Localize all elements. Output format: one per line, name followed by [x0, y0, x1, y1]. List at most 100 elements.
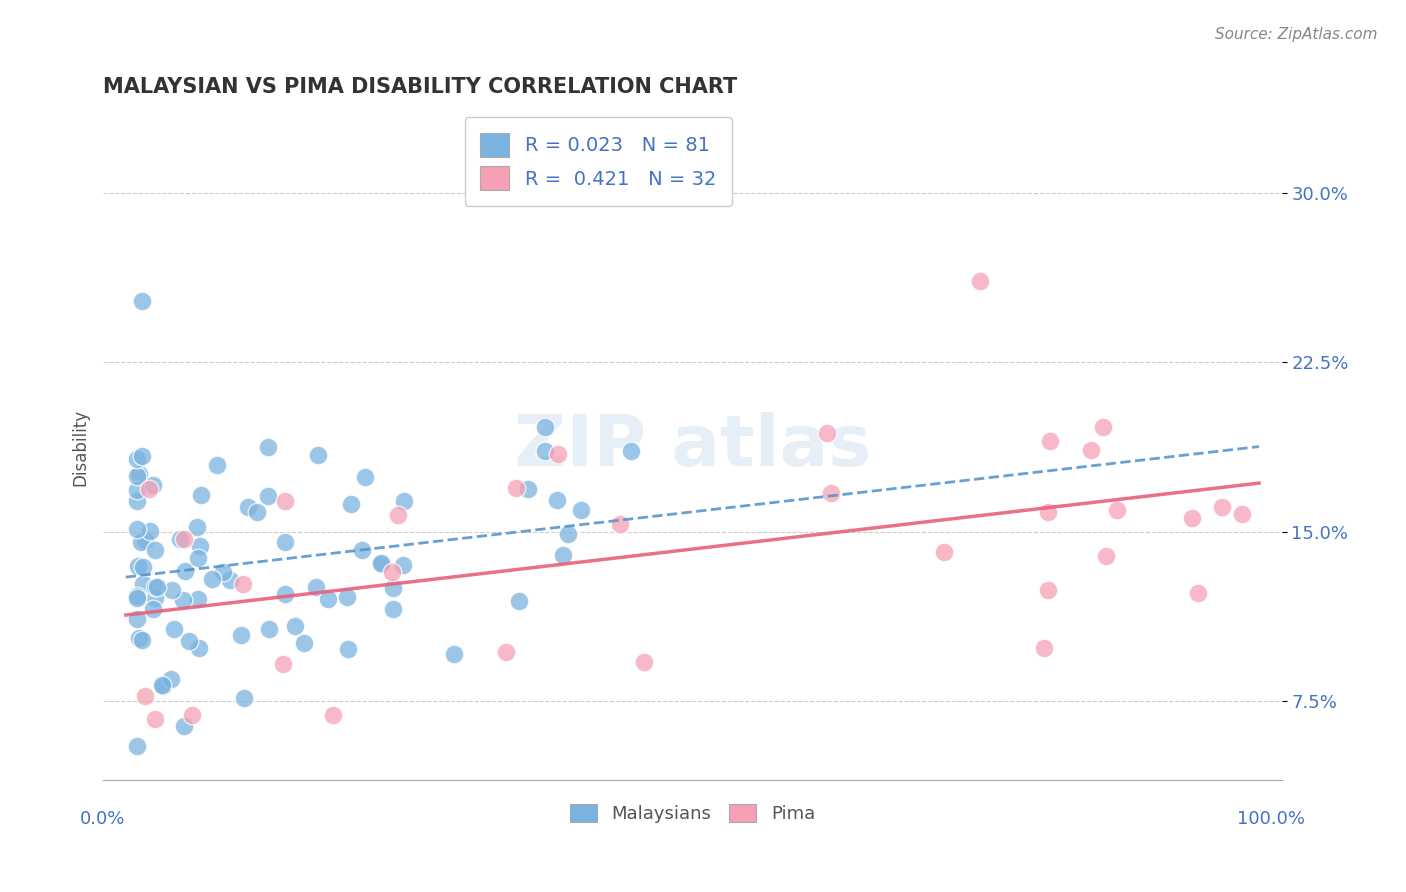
Point — [820, 486, 842, 500]
Point — [132, 559, 155, 574]
Point — [382, 602, 405, 616]
Point — [143, 580, 166, 594]
Point — [138, 483, 160, 497]
Point — [169, 532, 191, 546]
Point — [219, 573, 242, 587]
Point — [305, 581, 328, 595]
Point — [316, 591, 339, 606]
Point — [127, 558, 149, 573]
Point — [159, 672, 181, 686]
Point — [534, 419, 557, 434]
Point — [150, 678, 173, 692]
Point — [188, 539, 211, 553]
Point — [187, 591, 209, 606]
Point — [274, 494, 297, 508]
Point — [257, 622, 280, 636]
Point — [212, 565, 235, 579]
Text: MALAYSIAN VS PIMA DISABILITY CORRELATION CHART: MALAYSIAN VS PIMA DISABILITY CORRELATION… — [103, 78, 737, 97]
Point — [138, 524, 160, 538]
Point — [337, 641, 360, 656]
Point — [1033, 640, 1056, 655]
Point — [1038, 505, 1060, 519]
Point — [236, 500, 259, 514]
Point — [187, 551, 209, 566]
Point — [284, 619, 307, 633]
Point — [571, 503, 593, 517]
Point — [146, 580, 169, 594]
Point — [180, 707, 202, 722]
Point — [633, 656, 655, 670]
Point — [177, 633, 200, 648]
Point — [201, 572, 224, 586]
Point — [142, 477, 165, 491]
Point — [132, 576, 155, 591]
Point — [307, 448, 329, 462]
Point — [969, 274, 991, 288]
Point — [387, 508, 409, 522]
Point — [173, 719, 195, 733]
Point — [534, 443, 557, 458]
Point — [1211, 500, 1233, 514]
Point — [145, 712, 167, 726]
Point — [370, 558, 392, 572]
Point — [381, 565, 404, 579]
Point — [294, 636, 316, 650]
Text: 0.0%: 0.0% — [80, 810, 125, 828]
Point — [1080, 442, 1102, 457]
Point — [1092, 420, 1115, 434]
Point — [274, 587, 297, 601]
Point — [257, 489, 280, 503]
Point — [505, 481, 527, 495]
Point — [609, 517, 631, 532]
Point — [382, 581, 405, 595]
Point — [233, 690, 256, 705]
Point — [207, 458, 229, 473]
Point — [551, 548, 574, 562]
Point — [134, 533, 156, 548]
Point — [350, 543, 373, 558]
Point — [172, 593, 194, 607]
Text: ZIP atlas: ZIP atlas — [513, 412, 872, 482]
Point — [129, 535, 152, 549]
Point — [256, 440, 278, 454]
Point — [546, 493, 568, 508]
Point — [443, 647, 465, 661]
Point — [815, 426, 838, 441]
Point — [246, 505, 269, 519]
Point — [127, 522, 149, 536]
Point — [1187, 585, 1209, 599]
Text: Source: ZipAtlas.com: Source: ZipAtlas.com — [1215, 27, 1378, 42]
Point — [547, 447, 569, 461]
Point — [127, 494, 149, 508]
Point — [128, 631, 150, 645]
Point — [127, 468, 149, 483]
Point — [145, 542, 167, 557]
Point — [127, 483, 149, 498]
Point — [127, 612, 149, 626]
Text: 100.0%: 100.0% — [1237, 810, 1305, 828]
Point — [274, 534, 297, 549]
Point — [495, 645, 517, 659]
Point — [353, 470, 375, 484]
Legend: Malaysians, Pima: Malaysians, Pima — [562, 797, 823, 830]
Point — [1105, 503, 1128, 517]
Point — [1095, 549, 1118, 563]
Point — [173, 533, 195, 547]
Point — [392, 558, 415, 572]
Point — [1181, 510, 1204, 524]
Point — [190, 488, 212, 502]
Point — [127, 589, 149, 603]
Point — [1230, 507, 1253, 521]
Point — [508, 594, 530, 608]
Point — [557, 527, 579, 541]
Point — [231, 628, 253, 642]
Point — [160, 582, 183, 597]
Point — [517, 482, 540, 496]
Point — [1038, 583, 1060, 598]
Point — [339, 497, 361, 511]
Point — [152, 679, 174, 693]
Point — [392, 493, 415, 508]
Point — [370, 556, 392, 570]
Point — [173, 564, 195, 578]
Point — [232, 577, 254, 591]
